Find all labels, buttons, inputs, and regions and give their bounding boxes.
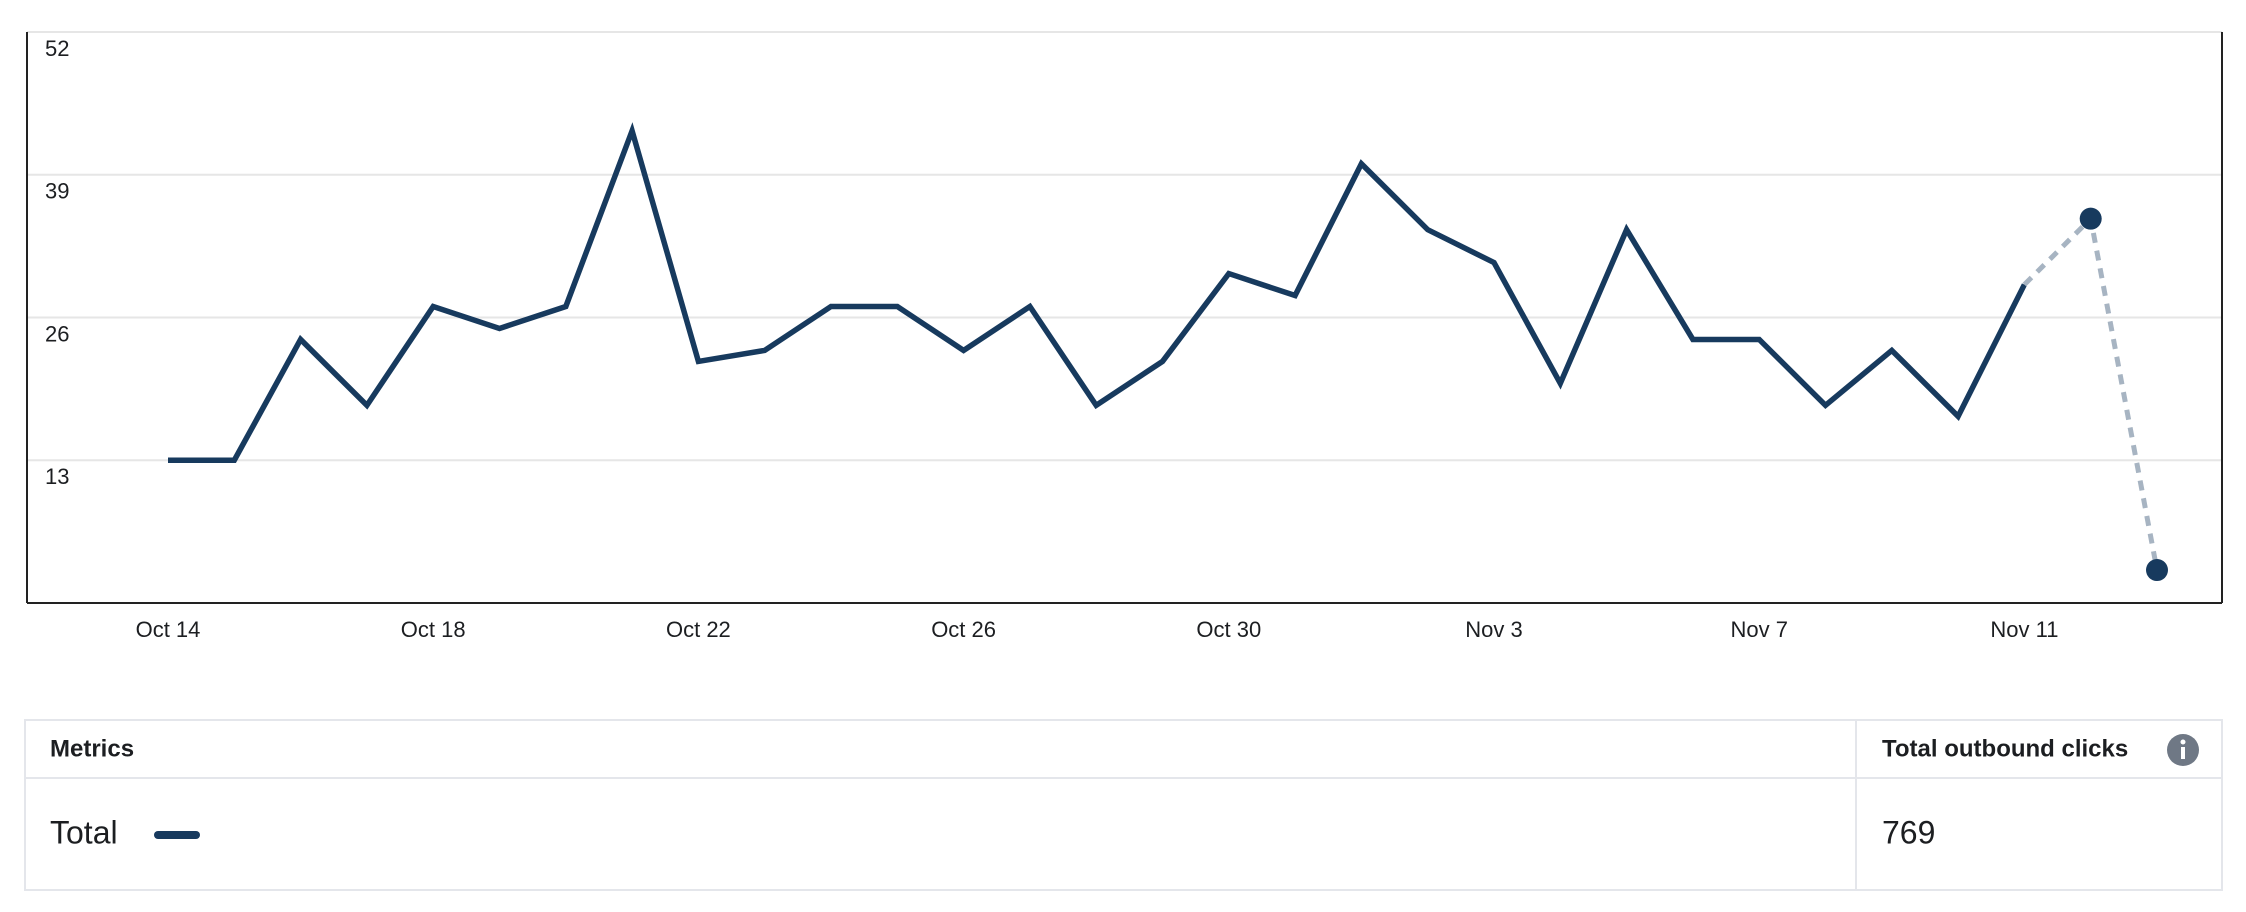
x-tick-label: Oct 30 bbox=[1196, 617, 1261, 642]
y-tick-label: 52 bbox=[45, 36, 69, 61]
y-tick-label: 13 bbox=[45, 464, 69, 489]
chart: 13 26 39 52 Oct 14 Oct 18 Oct 22 Oct 26 Oct 30 No… bbox=[26, 31, 2223, 642]
line-series bbox=[168, 122, 2027, 463]
column-header: Metrics bbox=[50, 735, 134, 762]
y-tick-label: 39 bbox=[45, 179, 69, 204]
x-tick-label: Nov 3 bbox=[1465, 617, 1522, 642]
row-label: Total bbox=[50, 814, 118, 850]
point bbox=[2146, 559, 2168, 582]
info-icon[interactable] bbox=[2167, 734, 2199, 766]
x-tick-label: Oct 14 bbox=[136, 617, 201, 642]
x-tick-label: Nov 7 bbox=[1730, 617, 1787, 642]
point bbox=[2079, 207, 2102, 230]
cell-value: 769 bbox=[1882, 814, 1935, 850]
x-tick-label: Oct 22 bbox=[666, 617, 731, 642]
y-tick-label: 26 bbox=[45, 321, 69, 346]
x-tick-label: Oct 18 bbox=[401, 617, 466, 642]
metrics-table: Metrics Total outbound clicks Total 769 bbox=[24, 719, 2223, 891]
x-tick-label: Nov 11 bbox=[1990, 617, 2058, 642]
column-header: Total outbound clicks bbox=[1882, 735, 2128, 762]
line-series-partial bbox=[2022, 213, 2160, 571]
x-tick-label: Oct 26 bbox=[931, 617, 996, 642]
